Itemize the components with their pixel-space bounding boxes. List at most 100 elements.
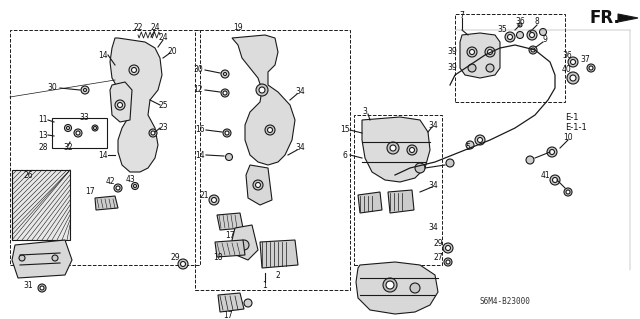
Text: 34: 34 — [428, 181, 438, 189]
Circle shape — [223, 91, 227, 95]
Text: 27: 27 — [433, 254, 443, 263]
Circle shape — [527, 30, 537, 40]
Circle shape — [550, 175, 560, 185]
Circle shape — [540, 28, 547, 35]
Text: 36: 36 — [515, 18, 525, 26]
Polygon shape — [218, 293, 244, 312]
Text: 43: 43 — [125, 175, 135, 184]
Circle shape — [383, 278, 397, 292]
Text: 29: 29 — [170, 254, 180, 263]
Circle shape — [564, 188, 572, 196]
Text: 7: 7 — [460, 11, 465, 19]
Circle shape — [225, 131, 229, 135]
Text: 17: 17 — [225, 231, 235, 240]
Circle shape — [134, 184, 136, 188]
Text: S6M4-B23000: S6M4-B23000 — [480, 297, 531, 306]
Circle shape — [118, 102, 122, 108]
Polygon shape — [217, 213, 243, 230]
Circle shape — [115, 100, 125, 110]
Circle shape — [131, 68, 136, 72]
Text: 23: 23 — [158, 123, 168, 132]
Circle shape — [468, 64, 476, 72]
Text: 20: 20 — [167, 48, 177, 56]
Text: 33: 33 — [79, 114, 89, 122]
Text: 30: 30 — [47, 84, 57, 93]
Text: 42: 42 — [105, 177, 115, 187]
Circle shape — [83, 88, 86, 92]
Text: 39: 39 — [447, 63, 457, 72]
Circle shape — [256, 84, 268, 96]
Polygon shape — [232, 35, 295, 165]
Circle shape — [485, 47, 495, 57]
Text: 30: 30 — [193, 65, 203, 75]
Circle shape — [529, 46, 537, 54]
Text: 35: 35 — [497, 26, 507, 34]
Text: 11: 11 — [38, 115, 48, 124]
Circle shape — [253, 180, 263, 190]
Text: 34: 34 — [428, 224, 438, 233]
Polygon shape — [356, 262, 438, 314]
Circle shape — [38, 284, 46, 292]
Text: E-1: E-1 — [565, 114, 579, 122]
Circle shape — [40, 286, 44, 290]
Text: 16: 16 — [195, 125, 205, 135]
Circle shape — [76, 131, 80, 135]
Text: 37: 37 — [580, 56, 590, 64]
Bar — [455, 14, 565, 102]
Circle shape — [180, 262, 186, 266]
Bar — [12, 170, 70, 240]
Text: 15: 15 — [340, 125, 350, 135]
Circle shape — [516, 32, 524, 39]
Text: 34: 34 — [428, 121, 438, 130]
Circle shape — [386, 281, 394, 289]
Text: 14: 14 — [98, 50, 108, 60]
Text: 28: 28 — [38, 144, 48, 152]
Circle shape — [225, 153, 232, 160]
Circle shape — [518, 23, 522, 27]
Text: 29: 29 — [433, 239, 443, 248]
Text: 5: 5 — [465, 144, 470, 152]
Circle shape — [67, 127, 70, 130]
Circle shape — [567, 72, 579, 84]
Text: 2: 2 — [276, 271, 280, 279]
Circle shape — [531, 48, 535, 52]
Circle shape — [259, 87, 265, 93]
Circle shape — [467, 47, 477, 57]
Circle shape — [211, 197, 216, 203]
Circle shape — [566, 190, 570, 194]
Text: E-1-1: E-1-1 — [565, 123, 587, 132]
Circle shape — [116, 186, 120, 190]
Circle shape — [550, 150, 554, 154]
Circle shape — [552, 177, 557, 182]
Text: 36: 36 — [562, 50, 572, 60]
Text: 34: 34 — [295, 144, 305, 152]
Circle shape — [407, 145, 417, 155]
Circle shape — [446, 260, 450, 264]
Circle shape — [475, 135, 485, 145]
Polygon shape — [12, 240, 72, 278]
Polygon shape — [618, 14, 638, 22]
Polygon shape — [246, 165, 272, 205]
Text: 8: 8 — [534, 18, 540, 26]
Text: 14: 14 — [98, 151, 108, 160]
Circle shape — [547, 147, 557, 157]
Polygon shape — [358, 192, 382, 213]
Text: 6: 6 — [342, 151, 348, 160]
Text: 10: 10 — [563, 133, 573, 143]
Polygon shape — [362, 117, 430, 182]
Text: 24: 24 — [150, 24, 160, 33]
Text: 41: 41 — [540, 170, 550, 180]
Bar — [195, 30, 350, 290]
Circle shape — [268, 128, 273, 132]
Circle shape — [446, 159, 454, 167]
Circle shape — [529, 33, 534, 38]
Circle shape — [74, 129, 82, 137]
Circle shape — [19, 255, 25, 261]
Text: 24: 24 — [158, 33, 168, 42]
Text: 9: 9 — [543, 35, 547, 44]
Circle shape — [93, 127, 97, 130]
Polygon shape — [388, 190, 414, 213]
Text: 22: 22 — [133, 24, 143, 33]
Circle shape — [443, 243, 453, 253]
Circle shape — [445, 246, 451, 250]
